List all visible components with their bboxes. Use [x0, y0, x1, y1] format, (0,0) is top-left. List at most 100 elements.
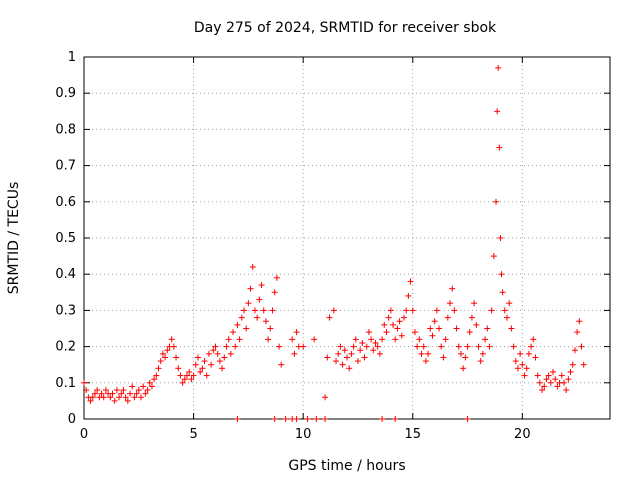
data-point — [495, 64, 502, 71]
data-point — [159, 350, 166, 357]
data-point — [514, 365, 521, 372]
data-point — [188, 376, 195, 383]
data-point — [523, 365, 530, 372]
data-point — [473, 321, 480, 328]
data-point — [464, 343, 471, 350]
y-axis-label: SRMTID / TECUs — [6, 182, 22, 295]
data-point — [94, 387, 101, 394]
data-point — [276, 343, 283, 350]
data-point — [574, 329, 581, 336]
data-point — [271, 289, 278, 296]
x-axis-label: GPS time / hours — [288, 458, 405, 474]
data-point — [254, 314, 261, 321]
data-point — [210, 347, 217, 354]
data-point — [392, 416, 399, 422]
data-point — [91, 390, 98, 397]
data-point — [230, 329, 237, 336]
data-point — [155, 365, 162, 372]
data-point — [486, 343, 493, 350]
data-point — [148, 383, 155, 390]
data-point — [322, 416, 329, 422]
data-point — [87, 397, 94, 404]
y-tick-label: 0.1 — [55, 376, 76, 391]
data-point — [293, 329, 300, 336]
data-point — [216, 358, 223, 365]
data-point — [455, 343, 462, 350]
y-tick-label: 0.6 — [55, 195, 76, 210]
data-point — [541, 383, 548, 390]
data-point — [471, 300, 478, 307]
data-point — [144, 387, 151, 394]
data-point — [162, 354, 169, 361]
data-point — [313, 416, 320, 422]
data-point — [396, 318, 403, 325]
data-point — [466, 329, 473, 336]
data-point — [135, 387, 142, 394]
data-point — [578, 343, 585, 350]
data-point — [168, 336, 175, 343]
y-tick-label: 0.9 — [55, 86, 76, 101]
data-point — [339, 361, 346, 368]
data-point — [98, 390, 105, 397]
data-point — [102, 387, 109, 394]
data-point — [179, 379, 186, 386]
data-point — [234, 321, 241, 328]
data-point — [468, 314, 475, 321]
data-point — [262, 318, 269, 325]
data-point — [447, 300, 454, 307]
data-point — [173, 354, 180, 361]
data-point — [457, 350, 464, 357]
data-point — [137, 394, 144, 401]
data-point — [383, 329, 390, 336]
data-point — [199, 365, 206, 372]
data-point — [186, 368, 193, 375]
data-point — [177, 372, 184, 379]
data-point — [425, 350, 432, 357]
data-point — [429, 332, 436, 339]
data-point — [151, 376, 158, 383]
data-point — [543, 376, 550, 383]
data-point — [120, 387, 127, 394]
data-point — [498, 271, 505, 278]
data-point — [440, 354, 447, 361]
data-point — [560, 379, 567, 386]
data-point — [249, 263, 256, 270]
data-point — [427, 325, 434, 332]
data-point — [571, 347, 578, 354]
data-point — [405, 292, 412, 299]
data-point — [385, 314, 392, 321]
data-point — [109, 390, 116, 397]
data-point — [392, 336, 399, 343]
data-point — [212, 343, 219, 350]
y-tick-label: 0 — [68, 412, 76, 427]
y-tick-label: 1 — [68, 50, 76, 65]
data-point — [304, 416, 311, 422]
data-point — [436, 325, 443, 332]
data-point — [240, 307, 247, 314]
data-point — [164, 347, 171, 354]
data-point — [282, 416, 289, 422]
x-tick-label: 0 — [80, 427, 88, 442]
data-point — [175, 365, 182, 372]
data-point — [236, 336, 243, 343]
data-point — [411, 329, 418, 336]
data-point — [107, 394, 114, 401]
data-point — [372, 339, 379, 346]
data-point — [214, 350, 221, 357]
data-point — [400, 314, 407, 321]
data-point — [81, 379, 87, 386]
data-point — [330, 307, 337, 314]
data-point — [552, 376, 559, 383]
data-point — [512, 358, 519, 365]
data-point — [197, 368, 204, 375]
data-point — [365, 329, 372, 336]
y-tick-label: 0.5 — [55, 231, 76, 246]
data-point — [322, 394, 329, 401]
data-point — [326, 314, 333, 321]
data-point — [534, 372, 541, 379]
data-point — [357, 347, 364, 354]
data-point — [361, 354, 368, 361]
data-point — [431, 318, 438, 325]
data-point — [379, 336, 386, 343]
data-point — [311, 336, 318, 343]
